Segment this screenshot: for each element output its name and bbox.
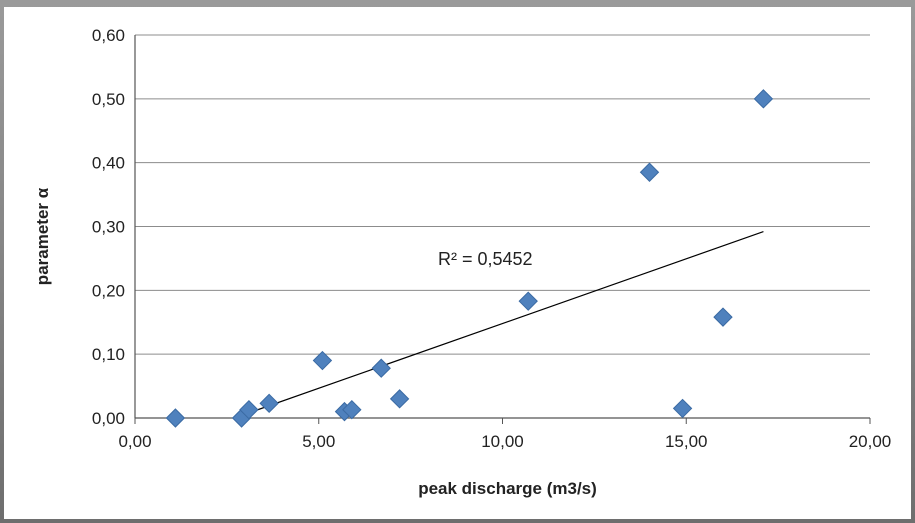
r-squared-label: R² = 0,5452 <box>438 249 533 269</box>
data-points <box>165 89 774 428</box>
trendline-group <box>239 231 764 417</box>
data-point <box>239 399 259 420</box>
data-point <box>371 358 391 378</box>
data-point <box>165 408 186 428</box>
y-tick-label: 0,60 <box>92 26 125 45</box>
data-point <box>518 291 538 311</box>
scatter-chart: 0,00 0,10 0,20 0,30 0,40 0,50 0,60 0,00 5,00 10,… <box>33 26 891 498</box>
x-tick-label: 15,00 <box>665 432 708 451</box>
y-tick-labels: 0,00 0,10 0,20 0,30 0,40 0,50 0,60 <box>92 26 125 428</box>
data-point <box>713 307 733 327</box>
data-point <box>259 393 279 414</box>
y-tick-label: 0,50 <box>92 90 125 109</box>
y-tick-label: 0,30 <box>92 218 125 237</box>
x-tick-label: 5,00 <box>302 432 335 451</box>
trendline <box>239 231 764 417</box>
data-point <box>312 350 333 371</box>
data-point <box>753 89 774 109</box>
x-tick-label: 20,00 <box>849 432 892 451</box>
data-point <box>672 398 693 419</box>
y-tick-label: 0,10 <box>92 345 125 364</box>
x-tick-label: 10,00 <box>481 432 524 451</box>
y-tick-label: 0,00 <box>92 409 125 428</box>
x-axis-title: peak discharge (m3/s) <box>418 479 597 498</box>
y-tick-label: 0,20 <box>92 281 125 300</box>
data-point <box>342 399 362 420</box>
chart-area: 0,00 0,10 0,20 0,30 0,40 0,50 0,60 0,00 5,00 10,… <box>4 7 911 519</box>
y-tick-label: 0,40 <box>92 154 125 173</box>
data-point <box>639 162 660 182</box>
y-axis-title: parameter α <box>33 187 52 285</box>
x-tick-labels: 0,00 5,00 10,00 15,00 20,00 <box>118 432 891 451</box>
gridlines <box>135 34 870 355</box>
axes <box>134 35 871 424</box>
x-tick-label: 0,00 <box>118 432 151 451</box>
data-point <box>389 389 410 409</box>
